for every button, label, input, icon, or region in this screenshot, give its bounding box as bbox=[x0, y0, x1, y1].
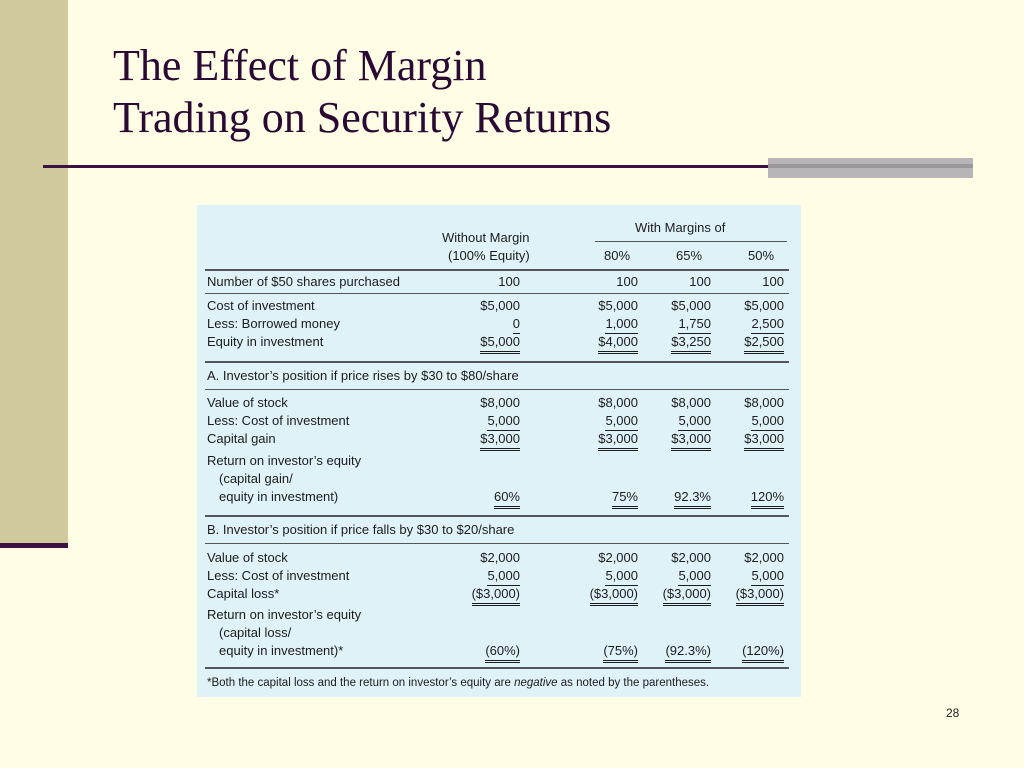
table-row: Value of stock $8,000 $8,000 $8,000 $8,0… bbox=[207, 395, 784, 410]
header-pct-80: 80% bbox=[604, 248, 631, 263]
table-row: equity in investment)* (60%) (75%) (92.3… bbox=[197, 642, 801, 663]
slide-title: The Effect of Margin Trading on Security… bbox=[113, 40, 611, 144]
title-line-2: Trading on Security Returns bbox=[113, 93, 612, 142]
section-b-title: B. Investor’s position if price falls by… bbox=[207, 522, 515, 537]
table-row: (capital gain/ bbox=[219, 471, 293, 486]
table-footnote: *Both the capital loss and the return on… bbox=[207, 677, 710, 689]
table-row: Less: Borrowed money 0 1,000 1,750 2,500 bbox=[197, 315, 801, 334]
title-line-1: The Effect of Margin bbox=[113, 41, 487, 90]
header-with-margins: With Margins of bbox=[635, 220, 726, 235]
table-row: Number of $50 shares purchased 100 100 1… bbox=[207, 274, 784, 289]
header-subrule bbox=[595, 241, 787, 242]
section-rule bbox=[205, 361, 789, 363]
table-row: equity in investment) 60% 75% 92.3% 120% bbox=[197, 488, 801, 509]
header-rule bbox=[205, 269, 789, 271]
header-pct-50: 50% bbox=[748, 248, 775, 263]
row-rule bbox=[205, 293, 789, 294]
title-rule bbox=[43, 165, 778, 168]
table-row: Less: Cost of investment 5,000 5,000 5,0… bbox=[197, 412, 801, 431]
section-rule bbox=[205, 515, 789, 517]
table-row: Return on investor’s equity bbox=[207, 607, 362, 622]
title-rule-accent bbox=[768, 158, 973, 178]
table-row: Capital gain $3,000 $3,000 $3,000 $3,000 bbox=[197, 430, 801, 451]
margin-returns-table: Without Margin (100% Equity) With Margin… bbox=[197, 205, 801, 697]
row-rule bbox=[205, 543, 789, 544]
table-row: Return on investor’s equity bbox=[207, 453, 362, 468]
page-number: 28 bbox=[946, 706, 960, 720]
section-a-title: A. Investor’s position if price rises by… bbox=[207, 368, 519, 383]
table-row: Capital loss* ($3,000) ($3,000) ($3,000)… bbox=[197, 585, 801, 606]
footer-rule bbox=[205, 667, 789, 669]
table-row: Less: Cost of investment 5,000 5,000 5,0… bbox=[197, 567, 801, 586]
table-row: Cost of investment $5,000 $5,000 $5,000 … bbox=[207, 298, 784, 313]
table-row: Equity in investment $5,000 $4,000 $3,25… bbox=[197, 333, 801, 354]
header-without-margin-1: Without Margin bbox=[442, 230, 530, 245]
row-rule bbox=[205, 389, 789, 390]
left-accent-line bbox=[0, 543, 68, 548]
header-pct-65: 65% bbox=[676, 248, 703, 263]
header-without-margin-2: (100% Equity) bbox=[448, 248, 530, 263]
table-row: Value of stock $2,000 $2,000 $2,000 $2,0… bbox=[207, 550, 784, 565]
left-side-bar bbox=[0, 0, 68, 545]
table-row: (capital loss/ bbox=[219, 625, 292, 640]
